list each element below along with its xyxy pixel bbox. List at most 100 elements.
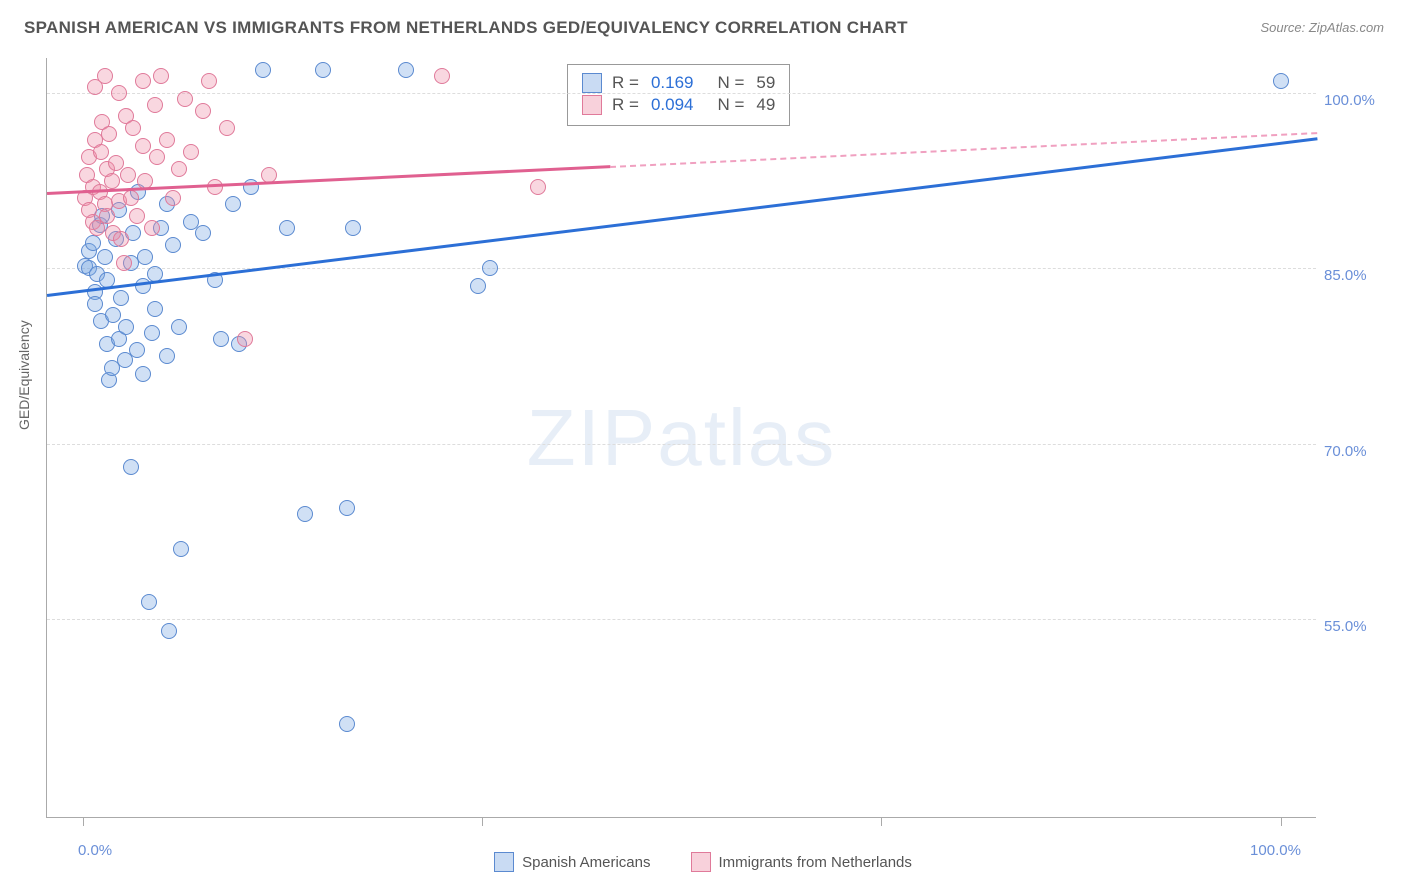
legend-stats-box: R = 0.169 N = 59 R = 0.094 N = 49 [567,64,790,126]
data-point [153,68,169,84]
data-point [530,179,546,195]
legend-swatch [494,852,514,872]
data-point [129,342,145,358]
data-point [144,220,160,236]
data-point [120,167,136,183]
data-point [104,173,120,189]
data-point [161,623,177,639]
data-point [149,149,165,165]
data-point [237,331,253,347]
legend-n-label: N = [717,73,744,93]
data-point [147,97,163,113]
x-tick-label: 100.0% [1250,842,1301,859]
legend-label: Immigrants from Netherlands [719,854,912,871]
data-point [125,120,141,136]
data-point [85,235,101,251]
gridline [47,444,1316,445]
source-label: Source: ZipAtlas.com [1260,20,1384,35]
data-point [1273,73,1289,89]
data-point [123,459,139,475]
data-point [147,301,163,317]
data-point [195,225,211,241]
legend-r-label: R = [612,73,639,93]
data-point [141,594,157,610]
legend-item: Spanish Americans [494,852,650,872]
data-point [279,220,295,236]
data-point [135,138,151,154]
y-tick-label: 100.0% [1324,92,1375,109]
data-point [87,296,103,312]
data-point [213,331,229,347]
legend-stat-row: R = 0.169 N = 59 [582,73,775,93]
data-point [171,161,187,177]
data-point [183,144,199,160]
legend-r-label: R = [612,95,639,115]
legend-n-value: 49 [756,95,775,115]
data-point [339,716,355,732]
watermark: ZIPatlas [527,392,836,484]
data-point [255,62,271,78]
data-point [470,278,486,294]
data-point [315,62,331,78]
data-point [97,249,113,265]
data-point [398,62,414,78]
data-point [97,68,113,84]
legend-item: Immigrants from Netherlands [691,852,912,872]
data-point [118,319,134,335]
data-point [225,196,241,212]
legend-swatch [582,95,602,115]
data-point [135,73,151,89]
data-point [111,85,127,101]
plot-area: ZIPatlas R = 0.169 N = 59 R = 0.094 N = 49 [46,58,1316,818]
data-point [219,120,235,136]
data-point [113,290,129,306]
data-point [434,68,450,84]
legend-label: Spanish Americans [522,854,650,871]
gridline [47,93,1316,94]
chart-title: SPANISH AMERICAN VS IMMIGRANTS FROM NETH… [24,18,908,38]
y-tick-label: 55.0% [1324,618,1367,635]
legend-swatch [691,852,711,872]
x-tick [1281,817,1282,826]
data-point [165,190,181,206]
x-tick [83,817,84,826]
legend-r-value: 0.169 [651,73,694,93]
data-point [339,500,355,516]
y-tick-label: 85.0% [1324,267,1367,284]
gridline [47,619,1316,620]
legend-n-label: N = [717,95,744,115]
data-point [173,541,189,557]
data-point [135,366,151,382]
data-point [113,231,129,247]
data-point [137,249,153,265]
data-point [123,190,139,206]
data-point [116,255,132,271]
trend-line [47,138,1317,297]
y-tick-label: 70.0% [1324,443,1367,460]
x-tick [881,817,882,826]
data-point [129,208,145,224]
legend-bottom: Spanish Americans Immigrants from Netherl… [0,852,1406,872]
data-point [93,144,109,160]
x-tick-label: 0.0% [78,842,112,859]
legend-stat-row: R = 0.094 N = 49 [582,95,775,115]
data-point [195,103,211,119]
data-point [159,348,175,364]
data-point [159,132,175,148]
data-point [165,237,181,253]
data-point [144,325,160,341]
data-point [171,319,187,335]
y-axis-label: GED/Equivalency [16,320,32,430]
legend-r-value: 0.094 [651,95,694,115]
data-point [482,260,498,276]
data-point [345,220,361,236]
legend-swatch [582,73,602,93]
data-point [177,91,193,107]
data-point [101,126,117,142]
data-point [297,506,313,522]
legend-n-value: 59 [756,73,775,93]
data-point [201,73,217,89]
gridline [47,268,1316,269]
x-tick [482,817,483,826]
data-point [105,307,121,323]
